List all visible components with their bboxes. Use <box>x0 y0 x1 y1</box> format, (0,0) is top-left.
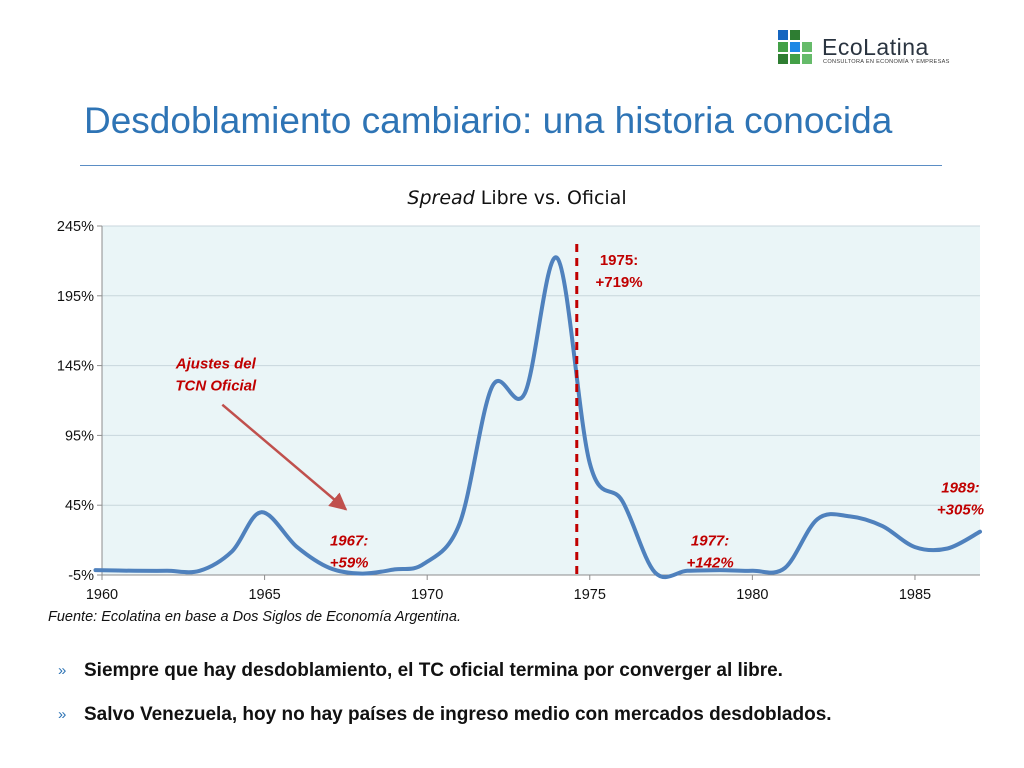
chart-annotation: 1967: +59% <box>330 533 369 572</box>
page-title: Desdoblamiento cambiario: una historia c… <box>84 100 893 141</box>
logo-name: EcoLatina <box>822 34 929 60</box>
y-tick-label: 95% <box>65 428 94 444</box>
spread-line-chart: -5% 45% 95% 145% 195% 245% 1960 1965 1970 1975 198… <box>57 219 984 603</box>
chart-annotation-line: Ajustes del <box>175 355 257 372</box>
y-tick-label: 45% <box>65 498 94 514</box>
y-tick-label: 245% <box>57 219 94 235</box>
bullet-marker: » <box>58 662 67 679</box>
plot-area <box>102 226 980 575</box>
chart-annotation-line: TCN Oficial <box>175 377 257 394</box>
logo-tagline: CONSULTORA EN ECONOMÍA Y EMPRESAS <box>823 59 950 65</box>
chart-title-italic: Spread <box>407 187 475 209</box>
x-tick-label: 1975 <box>574 587 606 603</box>
chart-title-rest: Libre vs. Oficial <box>474 187 627 209</box>
chart-title: Spread Libre vs. Oficial <box>0 187 1024 209</box>
x-tick-label: 1970 <box>411 587 443 603</box>
chart-annotation-line: 1975: <box>600 252 638 269</box>
chart-annotation: 1989: +305% <box>937 480 984 519</box>
chart-annotation-line: 1989: <box>941 480 979 497</box>
y-tick-label: -5% <box>68 568 94 584</box>
logo-grid-icon <box>778 30 812 64</box>
chart-annotation-line: 1977: <box>691 533 729 550</box>
bullet-text: Siempre que hay desdoblamiento, el TC of… <box>84 660 783 681</box>
x-tick-label: 1960 <box>86 587 118 603</box>
bullet-text: Salvo Venezuela, hoy no hay países de in… <box>84 704 832 725</box>
x-tick-label: 1985 <box>899 587 931 603</box>
spread-series-line <box>93 255 982 579</box>
y-tick-label: 195% <box>57 289 94 305</box>
x-tick-label: 1965 <box>248 587 280 603</box>
annotation-arrow <box>221 403 348 511</box>
chart-annotation-line: +305% <box>937 502 984 519</box>
ecolatina-logo: EcoLatina CONSULTORA EN ECONOMÍA Y EMPRE… <box>778 30 993 70</box>
chart-annotation: 1975: +719% <box>595 252 642 291</box>
chart-annotation-line: 1967: <box>330 533 368 550</box>
x-tick-label: 1980 <box>736 587 768 603</box>
y-tick-label: 145% <box>57 359 94 375</box>
chart-annotation: Ajustes del TCN Oficial <box>175 355 257 394</box>
bullet-marker: » <box>58 706 67 723</box>
chart-annotation-line: +59% <box>330 555 369 572</box>
chart-annotation-line: +142% <box>687 555 734 572</box>
title-divider <box>80 165 942 166</box>
source-note: Fuente: Ecolatina en base a Dos Siglos d… <box>48 609 461 625</box>
chart-annotation: 1977: +142% <box>687 533 734 572</box>
chart-annotation-line: +719% <box>595 274 642 291</box>
